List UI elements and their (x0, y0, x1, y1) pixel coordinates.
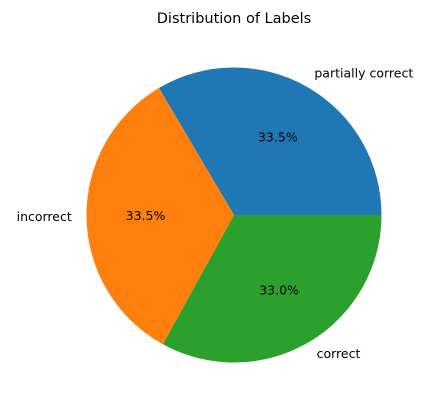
slice-percent-partially-correct: 33.5% (258, 130, 298, 145)
slice-label-incorrect: incorrect (17, 209, 72, 224)
slice-percent-incorrect: 33.5% (126, 208, 166, 223)
slice-percent-correct: 33.0% (259, 283, 299, 298)
chart-title: Distribution of Labels (157, 11, 311, 27)
slice-label-correct: correct (317, 346, 361, 361)
slice-label-partially-correct: partially correct (314, 66, 413, 81)
